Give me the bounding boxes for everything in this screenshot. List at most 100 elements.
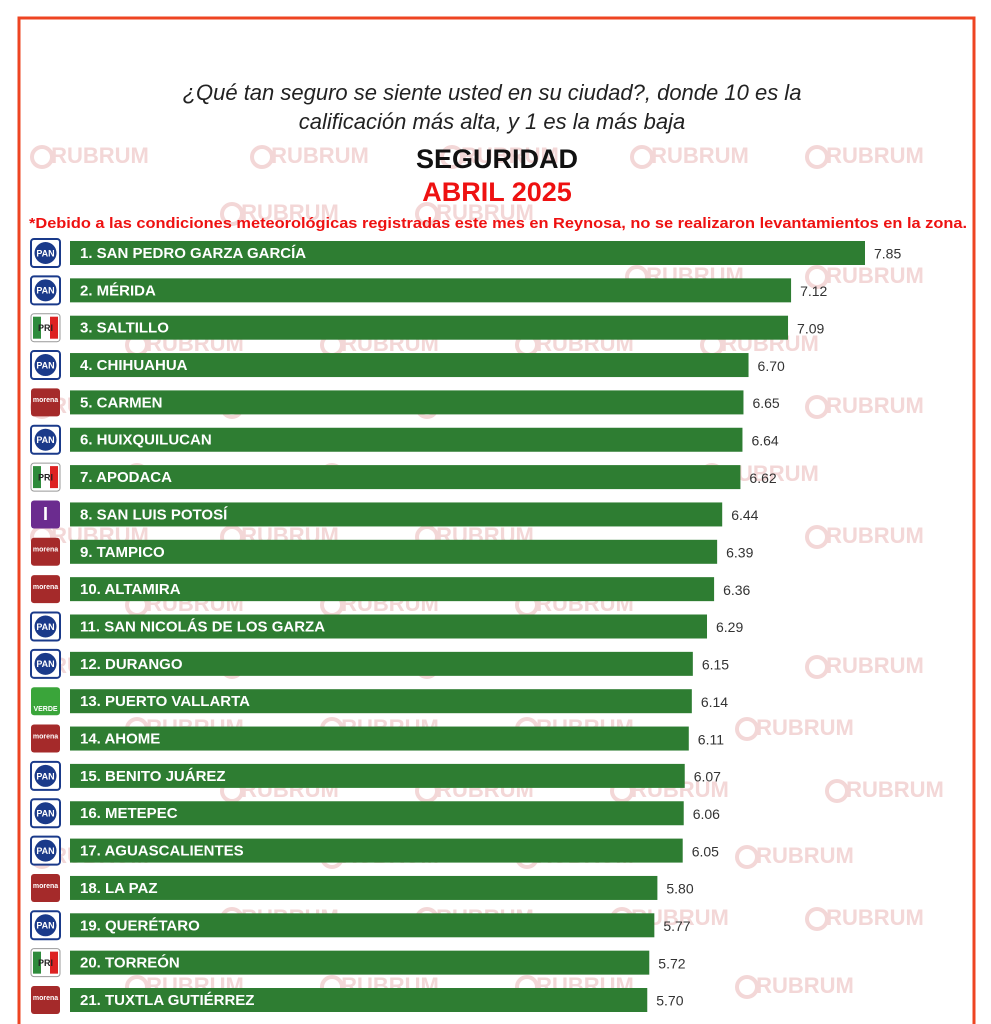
watermark-logo bbox=[805, 145, 829, 169]
party-label: PRI bbox=[38, 323, 53, 333]
value-label: 6.64 bbox=[751, 432, 778, 448]
watermark: RUBRUM bbox=[826, 523, 924, 548]
party-label: morena bbox=[33, 995, 58, 1002]
party-logo: PAN bbox=[30, 910, 61, 941]
party-logo: PAN bbox=[30, 275, 61, 306]
party-label: morena bbox=[33, 584, 58, 591]
logo-bg bbox=[31, 986, 60, 1014]
category-label: 13. PUERTO VALLARTA bbox=[80, 693, 250, 710]
party-logo: PAN bbox=[30, 611, 61, 642]
party-label: PAN bbox=[36, 921, 54, 931]
category-label: 20. TORREÓN bbox=[80, 954, 180, 972]
bar bbox=[70, 353, 749, 378]
category-label: 17. AGUASCALIENTES bbox=[80, 843, 244, 860]
category-label: 19. QUERÉTARO bbox=[80, 917, 200, 934]
category-label: 21. TUXTLA GUTIÉRREZ bbox=[80, 992, 254, 1009]
value-label: 6.65 bbox=[752, 395, 779, 411]
party-label: I bbox=[43, 504, 48, 524]
watermark: RUBRUM bbox=[826, 143, 924, 168]
value-label: 5.70 bbox=[656, 993, 683, 1009]
category-label: 4. CHIHUAHUA bbox=[80, 357, 188, 374]
chart-subtitle: ABRIL 2025 bbox=[422, 177, 572, 207]
watermark: RUBRUM bbox=[51, 143, 149, 168]
party-logo: morena bbox=[31, 986, 60, 1014]
bar bbox=[70, 278, 792, 303]
watermark: RUBRUM bbox=[846, 777, 944, 802]
value-label: 6.15 bbox=[702, 657, 729, 673]
bar bbox=[70, 913, 655, 938]
category-label: 16. METEPEC bbox=[80, 805, 178, 822]
party-logo: PAN bbox=[30, 350, 61, 381]
value-label: 6.36 bbox=[723, 582, 750, 598]
category-label: 3. SALTILLO bbox=[80, 320, 169, 337]
chart-title: SEGURIDAD bbox=[416, 144, 578, 174]
logo-ring bbox=[34, 839, 57, 862]
party-label: morena bbox=[33, 397, 58, 404]
value-label: 6.62 bbox=[749, 470, 776, 486]
logo-r bbox=[50, 316, 58, 339]
value-label: 6.44 bbox=[731, 507, 758, 523]
watermark-logo bbox=[440, 145, 464, 169]
party-logo: PAN bbox=[30, 238, 61, 268]
category-label: 12. DURANGO bbox=[80, 656, 183, 673]
logo-bg bbox=[31, 724, 60, 753]
party-logo: morena bbox=[31, 388, 60, 417]
watermark-logo bbox=[805, 655, 829, 679]
value-label: 6.07 bbox=[694, 769, 721, 785]
party-label: PAN bbox=[36, 846, 54, 856]
party-label: morena bbox=[33, 883, 58, 890]
bar bbox=[70, 390, 744, 415]
party-label: PAN bbox=[36, 809, 54, 819]
value-label: 5.77 bbox=[663, 918, 690, 934]
logo-bg bbox=[31, 537, 60, 566]
logo-ring bbox=[34, 354, 57, 377]
bar bbox=[70, 614, 708, 639]
party-logo: PAN bbox=[30, 798, 61, 829]
value-label: 6.70 bbox=[758, 358, 785, 374]
value-label: 7.85 bbox=[874, 246, 901, 262]
logo-bg bbox=[31, 388, 60, 417]
party-label: morena bbox=[33, 733, 58, 740]
watermark: RUBRUM bbox=[826, 905, 924, 930]
bar bbox=[70, 801, 684, 826]
watermark-logo bbox=[415, 202, 439, 226]
watermark-logo bbox=[825, 779, 849, 803]
bar bbox=[70, 726, 689, 751]
logo-ring bbox=[34, 802, 57, 825]
party-label: PRI bbox=[38, 958, 53, 968]
party-logo: morena bbox=[31, 575, 60, 604]
party-logo: PRI bbox=[30, 313, 61, 343]
logo-ring bbox=[34, 764, 57, 787]
watermark: RUBRUM bbox=[826, 653, 924, 678]
logo-g bbox=[33, 951, 41, 974]
value-label: 6.29 bbox=[716, 619, 743, 635]
watermark: RUBRUM bbox=[241, 200, 339, 225]
bar bbox=[70, 950, 650, 975]
bars: PAN 1. SAN PEDRO GARZA GARCÍA 7.85 PAN 2. MÉ… bbox=[30, 238, 901, 1014]
watermark-logo bbox=[735, 717, 759, 741]
logo-ring bbox=[34, 615, 57, 638]
party-label: PAN bbox=[36, 435, 54, 445]
value-label: 6.05 bbox=[692, 843, 719, 859]
watermark-logo bbox=[630, 145, 654, 169]
party-label: PRI bbox=[38, 472, 53, 482]
watermark: RUBRUM bbox=[826, 393, 924, 418]
watermark-logo bbox=[250, 145, 274, 169]
watermark: RUBRUM bbox=[756, 715, 854, 740]
party-label: PAN bbox=[36, 248, 54, 258]
value-label: 6.14 bbox=[701, 694, 728, 710]
watermark: RUBRUM bbox=[756, 973, 854, 998]
party-logo: PAN bbox=[30, 760, 61, 791]
bar bbox=[70, 539, 718, 564]
bar bbox=[70, 502, 723, 527]
bar bbox=[70, 689, 692, 714]
logo-bg bbox=[31, 687, 60, 716]
category-label: 6. HUIXQUILUCAN bbox=[80, 432, 212, 449]
party-logo: PAN bbox=[30, 648, 61, 679]
category-label: 15. BENITO JUÁREZ bbox=[80, 768, 226, 785]
bar bbox=[70, 241, 865, 265]
party-logo: morena bbox=[31, 873, 60, 902]
logo-r bbox=[50, 466, 58, 489]
logo-ring bbox=[34, 914, 57, 937]
